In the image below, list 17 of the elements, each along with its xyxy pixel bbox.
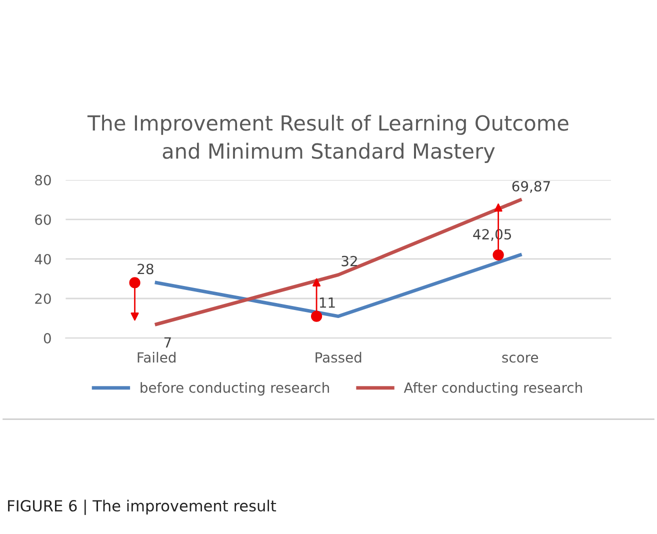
legend-label: before conducting research [140,382,329,396]
y-tick-label: 80 [35,174,51,186]
y-tick-label: 40 [34,254,51,264]
chart-title: The Improvement Result of Learning Outcome and Minimum Standard Mastery [87,114,568,163]
data-label: 69,87 [512,180,550,193]
data-label: 28 [138,264,154,274]
data-label: 11 [320,297,335,308]
y-tick-label: 20 [35,293,51,304]
x-tick-label: score [502,354,538,363]
x-tick-label: Passed [316,352,362,363]
caption: FIGURE 6 | The improvement result [8,500,276,515]
data-label: 32 [342,256,357,266]
y-tick-label: 0 [44,332,51,344]
legend-label: After conducting research [404,382,582,396]
x-tick-label: Failed [138,352,176,363]
data-label: 7 [164,337,171,348]
y-tick-label: 60 [35,214,51,225]
